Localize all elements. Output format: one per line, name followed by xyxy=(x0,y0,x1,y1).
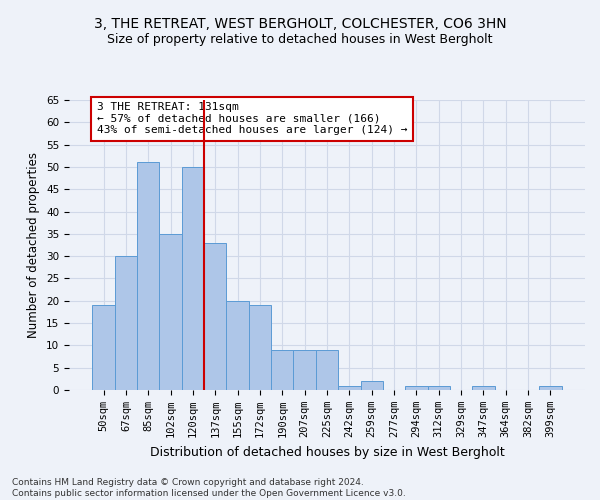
Bar xyxy=(182,167,204,390)
Bar xyxy=(472,386,494,390)
Bar xyxy=(92,305,115,390)
Bar xyxy=(226,301,249,390)
Bar xyxy=(539,386,562,390)
Bar xyxy=(428,386,450,390)
Text: Contains HM Land Registry data © Crown copyright and database right 2024.
Contai: Contains HM Land Registry data © Crown c… xyxy=(12,478,406,498)
Bar xyxy=(405,386,428,390)
X-axis label: Distribution of detached houses by size in West Bergholt: Distribution of detached houses by size … xyxy=(149,446,505,458)
Bar xyxy=(293,350,316,390)
Bar xyxy=(137,162,160,390)
Bar xyxy=(204,243,226,390)
Bar xyxy=(361,381,383,390)
Bar xyxy=(249,305,271,390)
Text: Size of property relative to detached houses in West Bergholt: Size of property relative to detached ho… xyxy=(107,32,493,46)
Bar xyxy=(338,386,361,390)
Text: 3 THE RETREAT: 131sqm
← 57% of detached houses are smaller (166)
43% of semi-det: 3 THE RETREAT: 131sqm ← 57% of detached … xyxy=(97,102,407,136)
Y-axis label: Number of detached properties: Number of detached properties xyxy=(28,152,40,338)
Bar xyxy=(316,350,338,390)
Bar xyxy=(160,234,182,390)
Text: 3, THE RETREAT, WEST BERGHOLT, COLCHESTER, CO6 3HN: 3, THE RETREAT, WEST BERGHOLT, COLCHESTE… xyxy=(94,18,506,32)
Bar xyxy=(271,350,293,390)
Bar xyxy=(115,256,137,390)
